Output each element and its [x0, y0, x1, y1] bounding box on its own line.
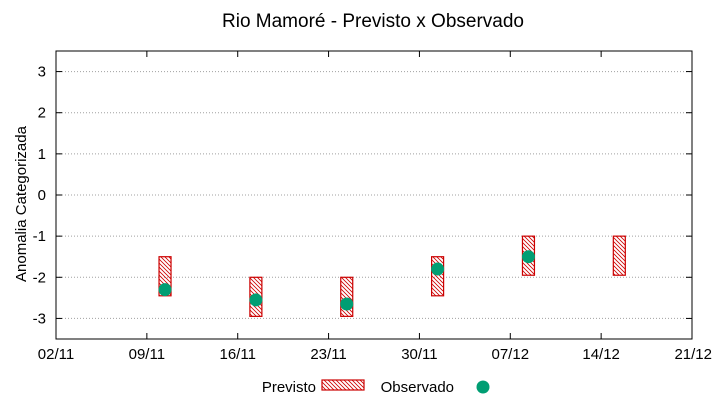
observado-series — [158, 250, 535, 311]
y-axis-label: Anomalia Categorizada — [13, 125, 30, 282]
y-tick-label: 0 — [38, 187, 46, 204]
observado-point — [249, 293, 263, 307]
y-tick-label: 1 — [38, 146, 46, 163]
y-tick-label: 3 — [38, 64, 46, 81]
y-tick-label: -2 — [33, 269, 46, 286]
chart-title: Rio Mamoré - Previsto x Observado — [222, 11, 524, 32]
observado-point — [340, 297, 354, 311]
legend: Previsto Observado — [262, 379, 490, 396]
y-axis-ticks: 3 2 1 0 -1 -2 -3 — [33, 64, 692, 327]
observado-point — [521, 250, 535, 264]
observado-point — [158, 283, 172, 297]
previsto-range-bar — [612, 235, 626, 276]
x-tick-label: 16/11 — [219, 346, 255, 363]
grid-lines — [56, 71, 692, 319]
x-tick-label: 21/12 — [674, 346, 712, 363]
y-tick-label: -1 — [33, 228, 46, 245]
x-tick-label: 02/11 — [38, 346, 74, 363]
legend-previsto-swatch — [321, 379, 365, 391]
x-tick-label: 09/11 — [129, 346, 165, 363]
x-tick-label: 23/11 — [310, 346, 346, 363]
y-tick-label: -3 — [33, 310, 46, 327]
x-tick-label: 30/11 — [401, 346, 437, 363]
observado-point — [431, 262, 445, 276]
x-tick-label: 07/12 — [492, 346, 530, 363]
x-tick-label: 14/12 — [582, 346, 620, 363]
plot-frame — [55, 50, 693, 340]
y-tick-label: 2 — [38, 105, 46, 122]
previsto-series — [158, 235, 626, 317]
legend-observado-marker — [476, 380, 490, 394]
legend-previsto-label: Previsto — [262, 379, 316, 396]
legend-observado-label: Observado — [381, 379, 454, 396]
x-axis-ticks: 02/11 09/11 16/11 23/11 30/11 07/12 14/12 21/12 — [38, 51, 712, 363]
